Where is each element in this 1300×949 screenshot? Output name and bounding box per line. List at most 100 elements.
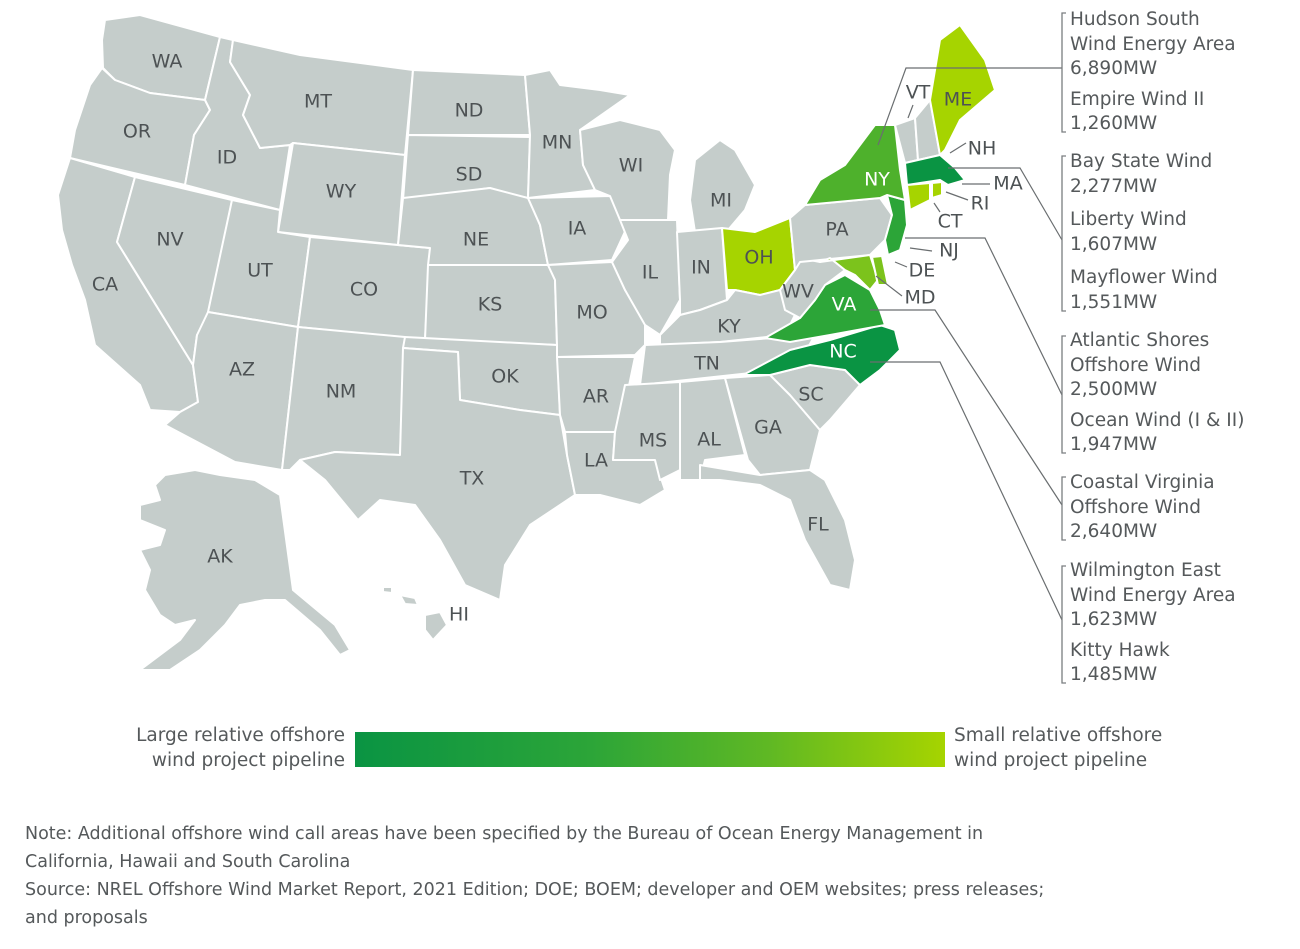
hi-island-3 [382, 586, 393, 594]
state-ME[interactable] [929, 24, 996, 156]
hi-island-2 [399, 594, 419, 606]
label-IA: IA [568, 218, 587, 240]
legend-small-line1: Small relative offshore [954, 725, 1163, 746]
label-AR: AR [583, 386, 609, 408]
label-LA: LA [584, 450, 608, 472]
label-SC: SC [798, 384, 823, 406]
project-capacity: 1,607MW [1070, 233, 1158, 255]
projects-nj-group: Atlantic Shores Offshore Wind 2,500MW Oc… [1070, 329, 1244, 458]
state-NJ[interactable] [884, 194, 908, 256]
project-name: Wilmington East [1070, 560, 1221, 581]
source-line2: and proposals [25, 908, 148, 928]
source-line1: Source: NREL Offshore Wind Market Report… [25, 880, 1045, 900]
label-IL: IL [642, 262, 659, 284]
label-OH: OH [744, 247, 773, 269]
label-WI: WI [619, 155, 643, 177]
note-line1: Note: Additional offshore wind call area… [25, 824, 984, 844]
project-name: Atlantic Shores [1070, 330, 1210, 351]
label-WY: WY [326, 181, 357, 203]
project-name-cont: Wind Energy Area [1070, 584, 1236, 606]
label-HI: HI [449, 604, 469, 626]
project-name-cont: Offshore Wind [1070, 496, 1201, 518]
label-MA: MA [993, 173, 1022, 195]
label-OR: OR [123, 121, 151, 143]
state-FL[interactable] [699, 464, 856, 591]
project-name: Liberty Wind [1070, 209, 1187, 231]
label-CO: CO [350, 279, 378, 301]
label-KS: KS [478, 294, 503, 316]
projects-va-group: Coastal Virginia Offshore Wind 2,640MW [1070, 471, 1215, 545]
label-ND: ND [455, 100, 484, 122]
label-KY: KY [717, 316, 741, 338]
label-MI: MI [710, 190, 732, 212]
projects-ma-group: Bay State Wind 2,277MW Liberty Wind 1,60… [1070, 150, 1218, 316]
legend-small-line2: wind project pipeline [954, 750, 1148, 771]
project-name: Empire Wind II [1070, 88, 1205, 110]
state-TX[interactable] [299, 347, 576, 601]
label-IN: IN [691, 257, 711, 279]
state-MI[interactable] [689, 139, 756, 233]
project-capacity: 1,485MW [1070, 664, 1158, 686]
label-GA: GA [754, 417, 782, 439]
project-name: Kitty Hawk [1070, 639, 1170, 661]
state-RI[interactable] [931, 181, 943, 199]
label-NM: NM [326, 381, 357, 403]
project-capacity: 1,947MW [1070, 434, 1158, 456]
label-OK: OK [491, 366, 519, 388]
footer-note: Note: Additional offshore wind call area… [25, 820, 1285, 932]
label-WA: WA [152, 51, 183, 73]
project-leader-lines [870, 67, 1063, 621]
project-brackets [1061, 12, 1066, 684]
label-NE: NE [463, 229, 489, 251]
label-FL: FL [807, 514, 829, 536]
state-NY[interactable] [804, 124, 906, 206]
label-NV: NV [156, 229, 183, 251]
project-name: Hudson South [1070, 9, 1200, 30]
projects-nc-group: Wilmington East Wind Energy Area 1,623MW… [1070, 559, 1236, 688]
us-map: WA OR CA ID NV MT WY UT CO AZ NM ND SD N… [57, 12, 1066, 684]
project-name: Ocean Wind (I & II) [1070, 409, 1245, 431]
project-capacity: 1,260MW [1070, 113, 1158, 135]
project-capacity: 2,500MW [1070, 379, 1158, 401]
label-VA: VA [832, 294, 857, 316]
state-MD[interactable] [819, 254, 879, 291]
state-MT[interactable] [229, 39, 414, 156]
label-NJ: NJ [939, 240, 959, 262]
label-CA: CA [92, 274, 118, 296]
label-VT: VT [906, 82, 931, 104]
project-capacity: 2,277MW [1070, 175, 1158, 197]
label-RI: RI [971, 193, 990, 215]
legend-large-line2: wind project pipeline [151, 750, 345, 771]
state-CT[interactable] [906, 182, 931, 211]
label-UT: UT [247, 260, 273, 282]
label-MT: MT [304, 91, 332, 113]
label-TX: TX [459, 468, 485, 490]
label-MO: MO [576, 302, 607, 324]
note-line2: California, Hawaii and South Carolina [25, 852, 351, 872]
legend-gradient-bar [355, 732, 945, 767]
state-label-ticks [875, 104, 990, 297]
label-TN: TN [693, 353, 720, 375]
label-NY: NY [864, 169, 890, 191]
project-name-cont: Offshore Wind [1070, 354, 1201, 376]
label-MS: MS [639, 430, 667, 452]
label-DE: DE [909, 260, 936, 282]
project-capacity: 1,551MW [1070, 291, 1158, 313]
project-capacity: 6,890MW [1070, 58, 1158, 80]
project-capacity: 1,623MW [1070, 609, 1158, 631]
label-NC: NC [829, 341, 856, 363]
label-MN: MN [542, 132, 573, 154]
state-NC[interactable] [742, 324, 901, 386]
label-CT: CT [938, 211, 963, 233]
label-ME: ME [944, 89, 972, 111]
label-MD: MD [904, 287, 935, 309]
legend-small-label: Small relative offshore wind project pip… [954, 723, 1254, 773]
project-capacity: 2,640MW [1070, 521, 1158, 543]
project-name: Mayflower Wind [1070, 267, 1218, 289]
state-HI[interactable] [424, 611, 448, 641]
label-ID: ID [217, 147, 237, 169]
legend-large-line1: Large relative offshore [136, 725, 345, 746]
project-name: Coastal Virginia [1070, 472, 1215, 493]
projects-ny-group: Hudson South Wind Energy Area 6,890MW Em… [1070, 8, 1236, 137]
state-AK[interactable] [139, 469, 351, 671]
